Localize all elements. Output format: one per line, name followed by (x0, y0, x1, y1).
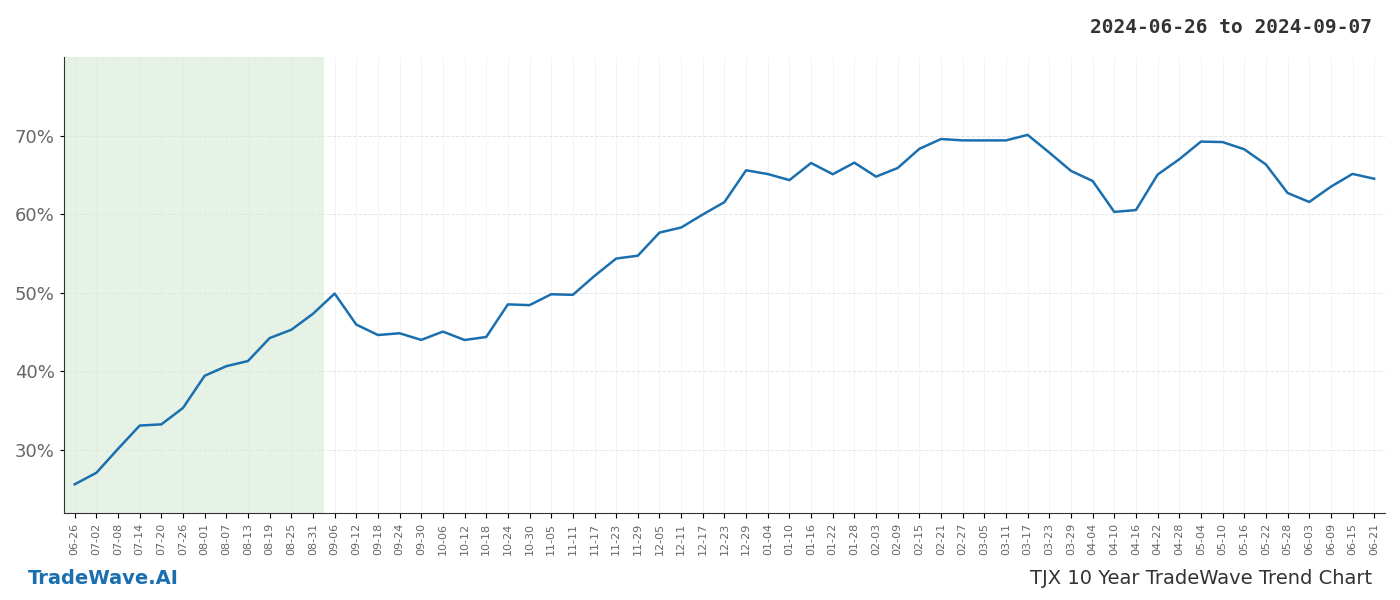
Text: 2024-06-26 to 2024-09-07: 2024-06-26 to 2024-09-07 (1091, 18, 1372, 37)
Text: TJX 10 Year TradeWave Trend Chart: TJX 10 Year TradeWave Trend Chart (1030, 569, 1372, 588)
Text: TradeWave.AI: TradeWave.AI (28, 569, 179, 588)
Bar (64, 57, 323, 513)
